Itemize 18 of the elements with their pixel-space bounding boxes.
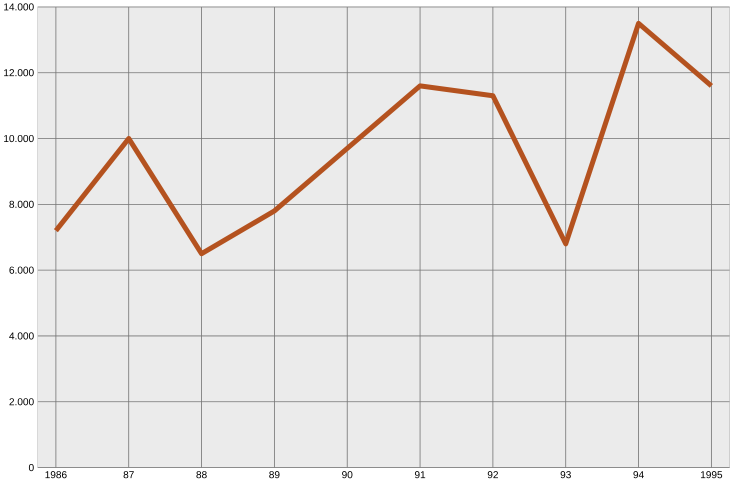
y-tick-label: 8.000 — [9, 200, 34, 208]
y-tick-label: 0 — [28, 464, 34, 472]
x-tick-label: 90 — [342, 471, 352, 478]
x-tick-label: 88 — [196, 471, 207, 478]
y-tick-label: 6.000 — [9, 266, 34, 274]
y-tick-label: 4.000 — [9, 332, 34, 340]
x-tick-label: 92 — [488, 471, 498, 478]
x-tick-label: 93 — [560, 471, 571, 478]
y-tick-label: 2.000 — [9, 398, 34, 406]
x-tick-label: 89 — [269, 471, 280, 478]
y-tick-label: 12.000 — [4, 69, 34, 76]
x-tick-label: 1995 — [700, 471, 722, 478]
y-tick-label: 10.000 — [4, 135, 34, 142]
y-tick-label: 14.000 — [4, 4, 34, 11]
x-tick-label: 91 — [414, 471, 426, 478]
x-tick-label: 87 — [124, 471, 134, 478]
x-tick-label: 1986 — [45, 471, 67, 478]
x-tick-label: 94 — [633, 471, 644, 478]
